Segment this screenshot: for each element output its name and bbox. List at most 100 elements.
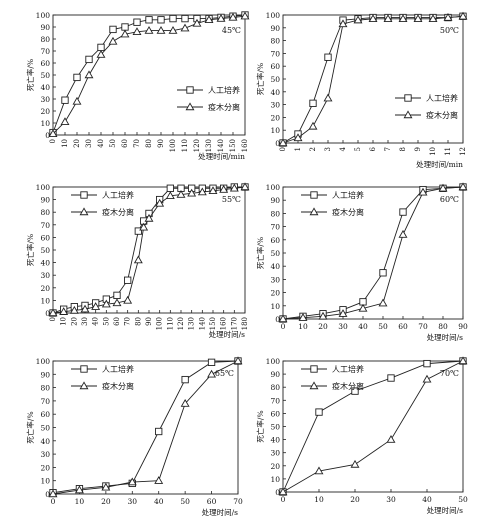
- data-point-2: [378, 298, 388, 307]
- data-point-1: [145, 16, 153, 24]
- data-point-2: [208, 186, 218, 194]
- x-tick-label: 0: [281, 495, 286, 504]
- x-tick-label: 8: [399, 147, 407, 151]
- y-tick-label: 40: [40, 83, 50, 92]
- series-line-1: [282, 186, 464, 320]
- x-tick-label: 40: [422, 495, 432, 504]
- data-point-1: [109, 25, 117, 34]
- y-tick-label: 0: [45, 131, 50, 140]
- chart-panel-5: 0 10 20 30 40 50 60 70 80 90 100 0 10 20 30 40 50 60 70 死亡率…: [25, 356, 243, 517]
- data-point-1: [315, 408, 323, 416]
- x-tick-label: 60: [207, 497, 217, 506]
- x-tick-label: 70: [418, 322, 428, 331]
- legend-marker: [310, 191, 318, 199]
- y-tick-label: 40: [270, 88, 280, 97]
- x-tick-label: 1: [294, 147, 302, 151]
- y-tick-label: 30: [40, 271, 50, 280]
- x-tick-label: 60: [113, 317, 121, 326]
- x-tick-label: 30: [81, 317, 89, 326]
- data-point-2: [318, 311, 328, 320]
- y-tick-label: 10: [40, 119, 50, 128]
- y-tick-label: 20: [40, 107, 50, 116]
- y-tick-label: 30: [40, 450, 50, 459]
- series-line-2: [52, 186, 246, 314]
- x-tick-label: 0: [51, 497, 56, 506]
- x-axis-label: 处理时间/s: [202, 507, 239, 517]
- legend-marker: [310, 365, 318, 373]
- x-tick-label: 20: [101, 497, 111, 506]
- x-tick-label: 40: [154, 497, 164, 506]
- data-point-2: [48, 308, 58, 317]
- series-line-1: [282, 360, 464, 493]
- x-tick-label: 10: [61, 139, 69, 148]
- data-point-1: [324, 53, 332, 61]
- y-tick-label: 20: [40, 284, 50, 293]
- data-point-2: [48, 129, 58, 138]
- y-tick-label: 90: [40, 196, 50, 205]
- plot-frame: [282, 360, 464, 493]
- y-tick-label: 30: [40, 95, 50, 104]
- data-point-2: [418, 187, 428, 196]
- y-axis-label: 死亡率/%: [25, 411, 35, 443]
- data-point-2: [204, 15, 214, 24]
- y-tick-label: 60: [40, 233, 50, 242]
- x-tick-label: 160: [241, 139, 249, 152]
- y-tick-label: 80: [40, 208, 50, 217]
- y-tick-label: 40: [270, 436, 280, 445]
- x-tick-label: 50: [109, 139, 117, 148]
- y-tick-label: 70: [40, 397, 50, 406]
- x-tick-label: 11: [444, 147, 452, 156]
- data-point-1: [169, 14, 177, 23]
- x-tick-label: 100: [169, 139, 177, 152]
- data-point-1: [133, 18, 141, 26]
- x-tick-label: 120: [177, 317, 185, 330]
- y-tick-label: 40: [270, 262, 280, 271]
- legend-marker: [80, 365, 88, 373]
- data-point-2: [127, 477, 137, 486]
- data-point-1: [97, 43, 105, 52]
- x-tick-label: 4: [339, 146, 347, 151]
- data-point-2: [438, 183, 448, 192]
- x-axis-label: 处理时间/s: [427, 505, 464, 515]
- x-tick-label: 40: [92, 317, 100, 326]
- plot-frame: [282, 186, 464, 320]
- data-point-2: [123, 295, 133, 304]
- y-tick-label: 90: [40, 23, 50, 32]
- data-point-2: [187, 188, 197, 197]
- x-tick-label: 0: [281, 322, 286, 331]
- data-point-1: [181, 375, 189, 384]
- data-point-2: [229, 183, 239, 192]
- data-point-2: [74, 485, 84, 494]
- x-tick-label: 20: [73, 139, 81, 148]
- y-tick-label: 50: [270, 249, 280, 258]
- y-tick-label: 90: [270, 24, 280, 33]
- y-tick-label: 60: [270, 62, 280, 71]
- data-point-2: [156, 26, 166, 34]
- y-tick-label: 100: [266, 357, 281, 366]
- data-point-2: [144, 213, 154, 222]
- data-point-2: [458, 11, 468, 20]
- x-tick-label: 10: [60, 317, 68, 326]
- data-point-2: [398, 229, 408, 238]
- x-tick-label: 80: [145, 139, 153, 148]
- data-point-2: [80, 304, 90, 313]
- data-point-2: [350, 459, 360, 468]
- y-tick-label: 40: [40, 259, 50, 268]
- data-point-2: [139, 222, 149, 231]
- data-point-2: [101, 482, 111, 491]
- chart-panel-4: 0 10 20 30 40 50 60 70 80 90 100 0 10 20 30 40 50 60 70 80 9…: [255, 182, 468, 342]
- data-point-2: [443, 12, 453, 21]
- temperature-label: 50℃: [440, 26, 459, 35]
- data-point-2: [458, 182, 468, 191]
- y-tick-label: 50: [40, 246, 50, 255]
- data-point-2: [112, 298, 122, 307]
- y-tick-label: 100: [36, 11, 51, 20]
- data-point-1: [351, 387, 359, 395]
- y-tick-label: 10: [40, 296, 50, 305]
- y-tick-label: 60: [270, 409, 280, 418]
- data-point-2: [353, 15, 363, 24]
- data-point-1: [309, 99, 317, 107]
- data-point-1: [124, 276, 132, 284]
- x-tick-label: 10: [75, 497, 85, 506]
